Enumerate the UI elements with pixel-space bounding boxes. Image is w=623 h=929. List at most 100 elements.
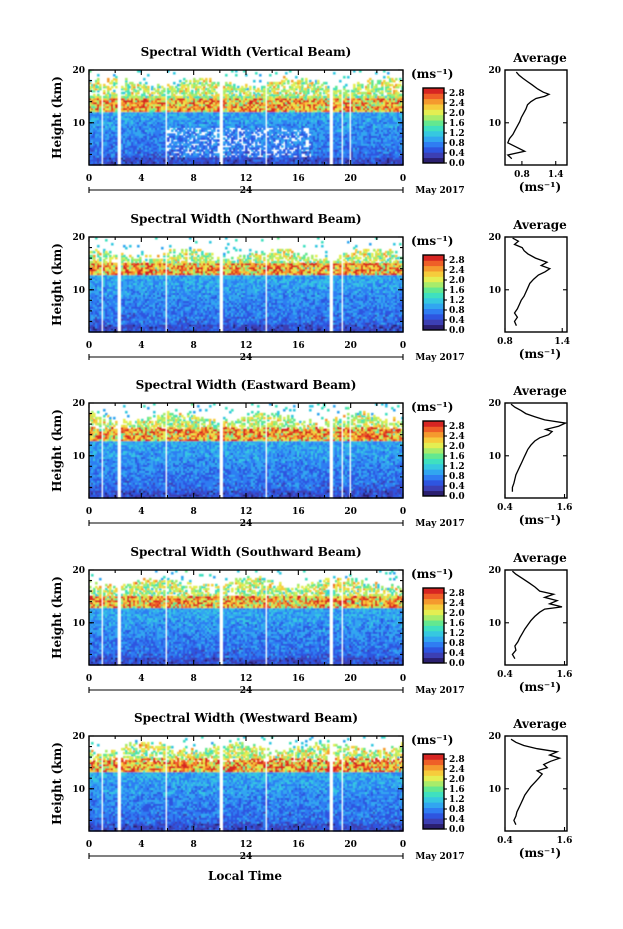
heatmap-cell xyxy=(89,133,92,136)
heatmap-cell xyxy=(215,93,218,97)
heatmap-cell xyxy=(187,131,190,134)
heatmap-cell xyxy=(223,125,226,128)
heatmap-cell xyxy=(223,121,226,125)
heatmap-cell xyxy=(135,111,138,115)
heatmap-cell xyxy=(253,103,256,107)
heatmap-cell xyxy=(143,155,146,158)
heatmap-cell xyxy=(245,157,248,160)
heatmap-cell xyxy=(135,139,138,142)
heatmap-cell xyxy=(115,137,118,140)
heatmap-cell xyxy=(217,99,220,103)
heatmap-cell xyxy=(143,89,146,93)
heatmap-cell xyxy=(135,129,138,132)
heatmap-cell xyxy=(239,117,242,121)
heatmap-cell xyxy=(191,93,194,97)
heatmap-cell xyxy=(107,101,110,105)
heatmap-cell xyxy=(147,107,150,111)
heatmap-cell xyxy=(179,147,182,150)
heatmap-cell xyxy=(195,91,198,95)
heatmap-cell xyxy=(99,131,102,134)
heatmap-cell xyxy=(105,93,108,97)
heatmap-cell xyxy=(103,117,106,121)
heatmap-cell xyxy=(177,115,180,119)
heatmap-cell xyxy=(155,149,158,152)
heatmap-cell xyxy=(127,83,130,87)
heatmap-cell xyxy=(187,153,190,156)
heatmap-cell xyxy=(173,119,176,123)
heatmap-cell xyxy=(237,159,240,162)
heatmap-cell xyxy=(181,115,184,119)
heatmap-cell xyxy=(207,151,210,154)
heatmap-cell xyxy=(205,91,208,95)
heatmap-cell xyxy=(127,153,130,156)
heatmap-cell xyxy=(91,115,94,119)
heatmap-cell xyxy=(103,129,106,132)
heatmap-cell xyxy=(169,105,172,109)
heatmap-cell xyxy=(129,95,132,99)
heatmap-cell xyxy=(245,101,248,105)
heatmap-cell xyxy=(133,121,136,125)
heatmap-cell xyxy=(159,113,162,117)
heatmap-cell xyxy=(93,89,96,93)
heatmap-cell xyxy=(211,93,214,97)
heatmap-cell xyxy=(95,103,98,107)
heatmap-cell xyxy=(103,159,106,162)
heatmap-cell xyxy=(243,151,246,154)
heatmap-cell xyxy=(255,103,258,107)
heatmap-cell xyxy=(107,109,110,113)
heatmap-cell xyxy=(205,79,208,83)
heatmap-cell xyxy=(227,101,230,105)
heatmap-cell xyxy=(111,123,114,127)
heatmap-cell xyxy=(145,151,148,154)
heatmap-cell xyxy=(189,109,192,113)
heatmap-cell xyxy=(169,157,172,160)
heatmap-cell xyxy=(123,123,126,127)
heatmap-cell xyxy=(189,91,192,95)
heatmap-cell xyxy=(153,129,156,132)
heatmap-cell xyxy=(157,129,160,132)
heatmap-cell xyxy=(143,145,146,148)
heatmap-cell xyxy=(255,143,258,146)
heatmap-cell xyxy=(241,117,244,121)
heatmap-cell xyxy=(151,161,154,164)
heatmap-cell xyxy=(149,127,152,130)
heatmap-cell xyxy=(91,83,94,87)
heatmap-cell xyxy=(139,143,142,146)
heatmap-cell xyxy=(153,155,156,158)
heatmap-cell xyxy=(171,103,174,107)
heatmap-cell xyxy=(185,105,188,109)
heatmap-cell xyxy=(173,107,176,111)
heatmap-cell xyxy=(99,103,102,107)
heatmap-cell xyxy=(155,95,158,99)
heatmap-cell xyxy=(189,135,192,138)
heatmap-cell xyxy=(143,139,146,142)
heatmap-cell xyxy=(167,91,170,95)
heatmap-cell xyxy=(147,133,150,136)
heatmap-cell xyxy=(95,99,98,103)
heatmap-cell xyxy=(139,119,142,123)
heatmap-cell xyxy=(217,123,220,127)
heatmap-cell xyxy=(107,143,110,146)
heatmap-cell xyxy=(137,135,140,138)
heatmap-cell xyxy=(141,93,144,97)
heatmap-cell xyxy=(237,107,240,111)
heatmap-cell xyxy=(159,135,162,138)
heatmap-cell xyxy=(145,119,148,123)
heatmap-cell xyxy=(105,125,108,128)
heatmap-cell xyxy=(103,131,106,134)
heatmap-cell xyxy=(183,93,186,97)
heatmap-cell xyxy=(235,113,238,117)
heatmap-cell xyxy=(151,153,154,156)
heatmap-cell xyxy=(237,157,240,160)
heatmap-cell xyxy=(199,103,202,107)
heatmap-cell xyxy=(231,101,234,105)
heatmap-cell xyxy=(193,79,196,83)
heatmap-cell xyxy=(145,81,148,85)
heatmap-cell xyxy=(89,157,92,160)
heatmap-cell xyxy=(163,131,166,134)
heatmap-cell xyxy=(189,133,192,136)
heatmap-cell xyxy=(213,99,216,103)
heatmap-cell xyxy=(177,157,180,160)
heatmap-cell xyxy=(99,143,102,146)
heatmap-cell xyxy=(243,161,246,164)
